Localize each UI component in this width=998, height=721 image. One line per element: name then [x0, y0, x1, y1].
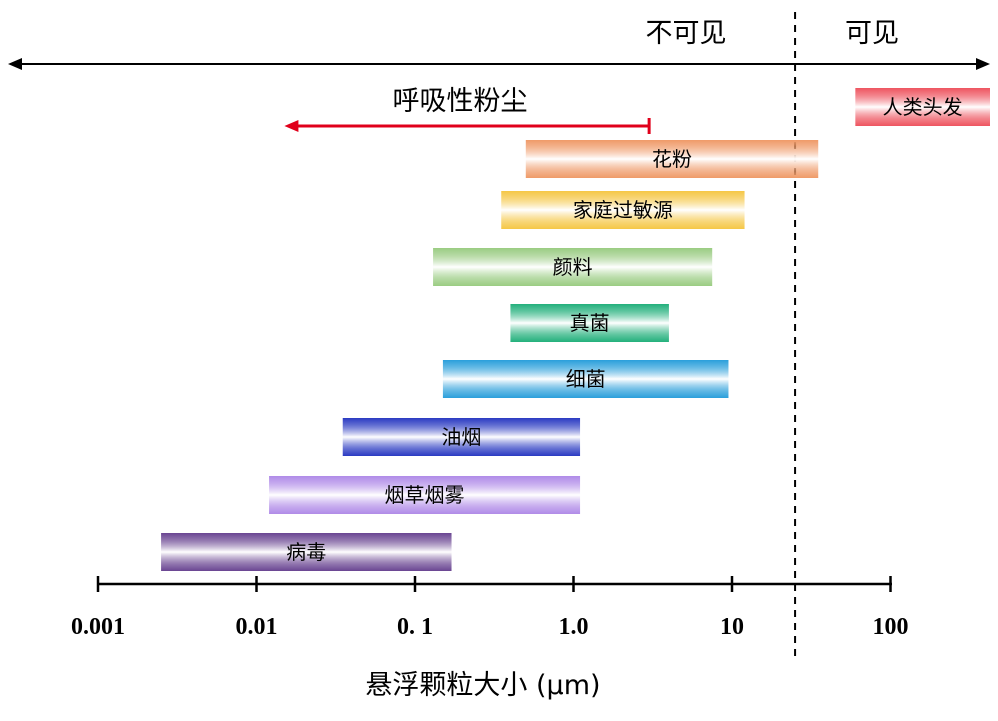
range-bar: 花粉: [525, 140, 819, 178]
range-bar-rect: [501, 191, 745, 229]
range-bar-rect: [855, 88, 990, 126]
range-bar-rect: [525, 140, 819, 178]
range-bar-label: 病毒: [286, 540, 326, 564]
x-axis-label: 悬浮颗粒大小 (μm): [365, 670, 600, 701]
range-bar: 颜料: [433, 248, 713, 286]
x-tick-label: 0.01: [236, 614, 278, 640]
top-double-arrow: [8, 58, 990, 70]
x-tick-label: 1.0: [559, 614, 589, 640]
range-bar-rect: [433, 248, 713, 286]
range-bar-label: 家庭过敏源: [573, 198, 673, 222]
range-bar-rect: [161, 533, 452, 571]
range-bar-rect: [342, 418, 581, 456]
x-tick-label: 100: [873, 614, 909, 640]
range-bar-label: 烟草烟雾: [385, 483, 465, 507]
range-bar: 烟草烟雾: [269, 476, 581, 514]
x-tick-label: 0.001: [71, 614, 125, 640]
range-bar: 油烟: [342, 418, 581, 456]
range-bar-label: 花粉: [652, 147, 692, 171]
range-bar: 病毒: [161, 533, 452, 571]
range-bar-label: 人类头发: [883, 95, 963, 119]
range-bar-rect: [442, 360, 729, 398]
range-bar-label: 油烟: [441, 425, 481, 449]
x-tick-label: 10: [720, 614, 744, 640]
range-bar: 真菌: [510, 304, 669, 342]
respirable-dust-label: 呼吸性粉尘: [393, 86, 528, 117]
range-bar-rect: [269, 476, 581, 514]
x-tick-label: 0. 1: [397, 614, 433, 640]
range-bar: 细菌: [442, 360, 729, 398]
visible-region-label: 可见: [845, 18, 899, 49]
x-axis: 0.001 0.01 0. 1 1.0 10 100: [71, 576, 909, 640]
range-bar-label: 真菌: [570, 311, 610, 335]
range-bar: 家庭过敏源: [501, 191, 745, 229]
range-bar-label: 颜料: [553, 255, 593, 279]
respirable-dust-arrow-head: [284, 120, 299, 132]
range-bar-rect: [510, 304, 669, 342]
range-bar: 人类头发: [855, 88, 990, 126]
invisible-region-label: 不可见: [646, 18, 727, 49]
range-bar-label: 细菌: [566, 367, 606, 391]
respirable-dust-arrow: [284, 118, 651, 134]
